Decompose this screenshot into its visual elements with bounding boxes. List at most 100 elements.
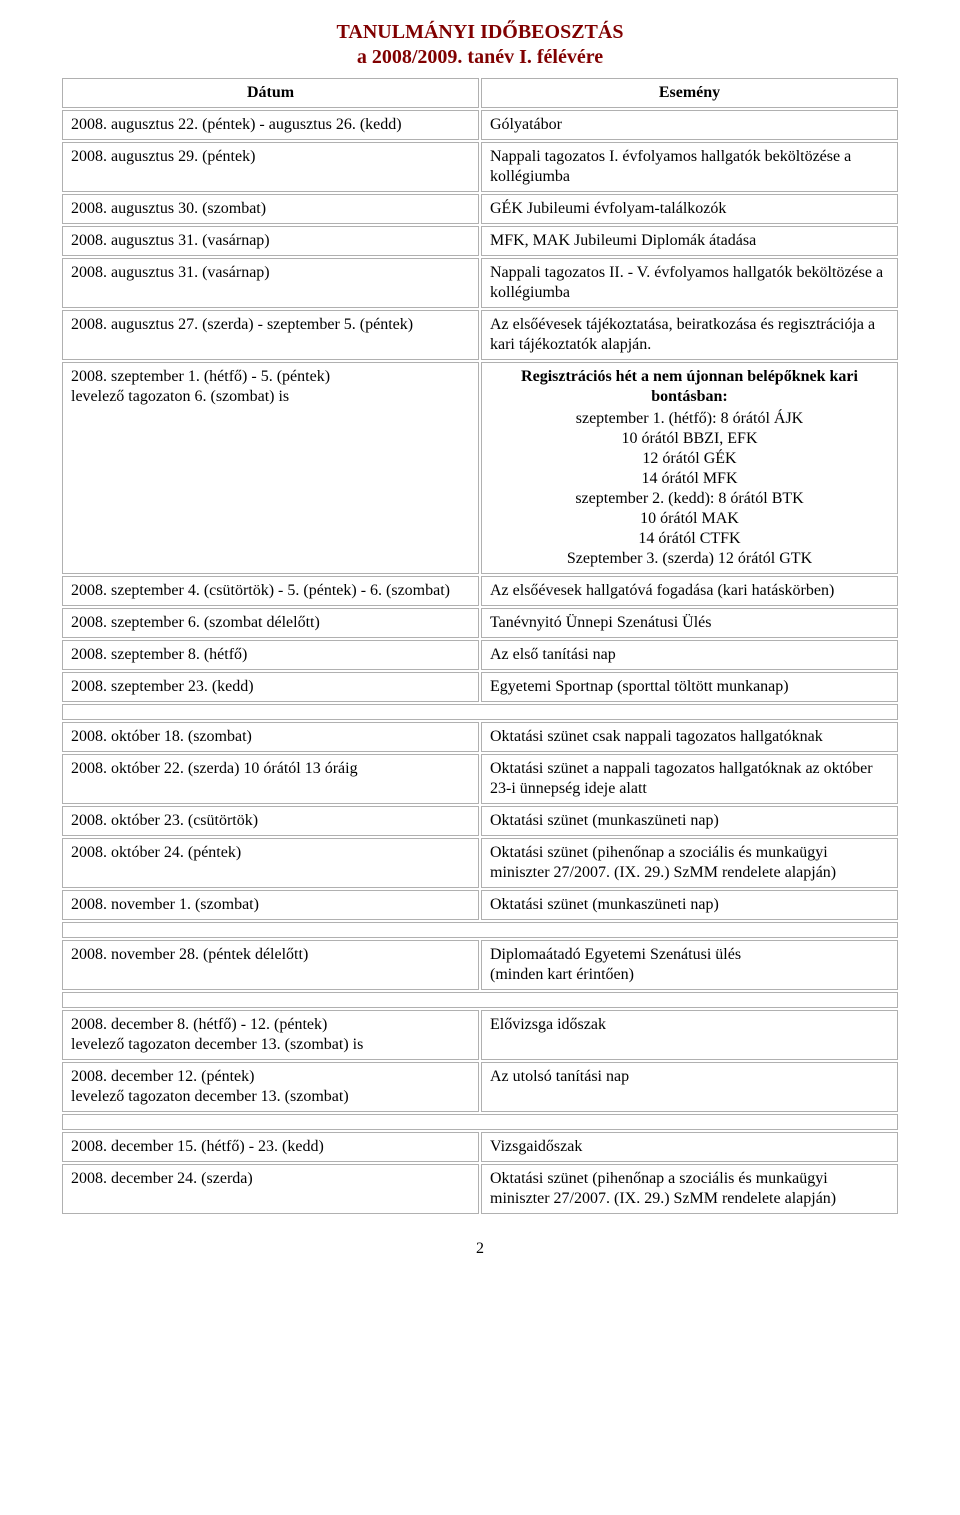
date-line: 2008. szeptember 23. (kedd)	[71, 677, 470, 697]
date-cell: 2008. augusztus 22. (péntek) - augusztus…	[62, 110, 479, 140]
date-cell: 2008. augusztus 29. (péntek)	[62, 142, 479, 192]
date-cell: 2008. október 24. (péntek)	[62, 838, 479, 888]
header-date: Dátum	[62, 78, 479, 108]
table-row: 2008. október 24. (péntek) Oktatási szüne…	[62, 838, 898, 888]
table-row: 2008. október 22. (szerda) 10 órától 13 …	[62, 754, 898, 804]
event-line: Az első tanítási nap	[490, 645, 889, 665]
event-sub-line: 14 órától MFK	[490, 469, 889, 489]
table-row: 2008. október 18. (szombat) Oktatási szün…	[62, 722, 898, 752]
event-line: Tanévnyitó Ünnepi Szenátusi Ülés	[490, 613, 889, 633]
event-sub-line: 14 órától CTFK	[490, 529, 889, 549]
event-cell: Diplomaátadó Egyetemi Szenátusi ülés(min…	[481, 940, 898, 990]
table-row: 2008. augusztus 22. (péntek) - augusztus…	[62, 110, 898, 140]
event-line: Oktatási szünet (pihenőnap a szociális é…	[490, 843, 889, 883]
page: TANULMÁNYI IDŐBEOSZTÁS a 2008/2009. tané…	[30, 0, 930, 1298]
table-row: 2008. december 12. (péntek)levelező tago…	[62, 1062, 898, 1112]
event-cell: Oktatási szünet a nappali tagozatos hall…	[481, 754, 898, 804]
date-cell: 2008. december 24. (szerda)	[62, 1164, 479, 1214]
event-line: MFK, MAK Jubileumi Diplomák átadása	[490, 231, 889, 251]
table-row: 2008. december 8. (hétfő) - 12. (péntek)…	[62, 1010, 898, 1060]
event-line: Oktatási szünet csak nappali tagozatos h…	[490, 727, 889, 747]
event-cell: Vizsgaidőszak	[481, 1132, 898, 1162]
table-row: 2008. november 28. (péntek délelőtt) Dipl…	[62, 940, 898, 990]
event-cell: GÉK Jubileumi évfolyam-találkozók	[481, 194, 898, 224]
event-sub-line: szeptember 2. (kedd): 8 órától BTK	[490, 489, 889, 509]
table-header-row: Dátum Esemény	[62, 78, 898, 108]
schedule-table: Dátum Esemény 2008. augusztus 22. (pénte…	[60, 76, 900, 1216]
spacer-cell	[62, 922, 898, 938]
event-cell: Az első tanítási nap	[481, 640, 898, 670]
date-cell: 2008. december 12. (péntek)levelező tago…	[62, 1062, 479, 1112]
event-cell: Az utolsó tanítási nap	[481, 1062, 898, 1112]
table-row: 2008. szeptember 8. (hétfő) Az első tanít…	[62, 640, 898, 670]
table-row: 2008. szeptember 6. (szombat délelőtt)Ta…	[62, 608, 898, 638]
table-row: 2008. december 15. (hétfő) - 23. (kedd)V…	[62, 1132, 898, 1162]
event-cell: Az elsőévesek hallgatóvá fogadása (kari …	[481, 576, 898, 606]
title-line-1: TANULMÁNYI IDŐBEOSZTÁS	[60, 20, 900, 45]
event-sub-line: 10 órától BBZI, EFK	[490, 429, 889, 449]
event-line: Oktatási szünet (pihenőnap a szociális é…	[490, 1169, 889, 1209]
date-line: 2008. augusztus 31. (vasárnap)	[71, 231, 470, 251]
event-lines: Regisztrációs hét a nem újonnan belépőkn…	[490, 367, 889, 569]
spacer-cell	[62, 704, 898, 720]
event-line: Vizsgaidőszak	[490, 1137, 889, 1157]
date-cell: 2008. november 28. (péntek délelőtt)	[62, 940, 479, 990]
table-row: 2008. szeptember 1. (hétfő) - 5. (péntek…	[62, 362, 898, 574]
table-row: 2008. augusztus 29. (péntek)Nappali tago…	[62, 142, 898, 192]
page-number: 2	[60, 1240, 900, 1258]
spacer-cell	[62, 1114, 898, 1130]
date-line: 2008. október 18. (szombat)	[71, 727, 470, 747]
event-line: (minden kart érintően)	[490, 965, 889, 985]
event-line: Diplomaátadó Egyetemi Szenátusi ülés	[490, 945, 889, 965]
event-cell: Oktatási szünet (munkaszüneti nap)	[481, 890, 898, 920]
date-cell: 2008. augusztus 27. (szerda) - szeptembe…	[62, 310, 479, 360]
date-cell: 2008. szeptember 8. (hétfő)	[62, 640, 479, 670]
event-cell: MFK, MAK Jubileumi Diplomák átadása	[481, 226, 898, 256]
title-line-2: a 2008/2009. tanév I. félévére	[60, 45, 900, 70]
table-row: 2008. szeptember 4. (csütörtök) - 5. (pé…	[62, 576, 898, 606]
event-cell: Oktatási szünet (munkaszüneti nap)	[481, 806, 898, 836]
date-line: levelező tagozaton december 13. (szombat…	[71, 1087, 470, 1107]
event-heading: Regisztrációs hét a nem újonnan belépőkn…	[490, 367, 889, 407]
event-cell: Regisztrációs hét a nem újonnan belépőkn…	[481, 362, 898, 574]
event-cell: Gólyatábor	[481, 110, 898, 140]
event-cell: Egyetemi Sportnap (sporttal töltött munk…	[481, 672, 898, 702]
date-cell: 2008. szeptember 23. (kedd)	[62, 672, 479, 702]
event-cell: Oktatási szünet csak nappali tagozatos h…	[481, 722, 898, 752]
event-cell: Az elsőévesek tájékoztatása, beiratkozás…	[481, 310, 898, 360]
date-cell: 2008. november 1. (szombat)	[62, 890, 479, 920]
event-sub-line: 12 órától GÉK	[490, 449, 889, 469]
date-line: levelező tagozaton 6. (szombat) is	[71, 387, 470, 407]
spacer-cell	[62, 992, 898, 1008]
date-line: 2008. október 23. (csütörtök)	[71, 811, 470, 831]
event-cell: Oktatási szünet (pihenőnap a szociális é…	[481, 1164, 898, 1214]
table-row: 2008. október 23. (csütörtök) Oktatási sz…	[62, 806, 898, 836]
date-cell: 2008. augusztus 30. (szombat)	[62, 194, 479, 224]
date-line: 2008. augusztus 31. (vasárnap)	[71, 263, 470, 283]
event-sub-line: 10 órától MAK	[490, 509, 889, 529]
date-line: 2008. szeptember 4. (csütörtök) - 5. (pé…	[71, 581, 470, 601]
event-line: Az elsőévesek hallgatóvá fogadása (kari …	[490, 581, 889, 601]
date-line: 2008. november 28. (péntek délelőtt)	[71, 945, 470, 965]
event-line: Elővizsga időszak	[490, 1015, 889, 1035]
event-cell: Nappali tagozatos I. évfolyamos hallgató…	[481, 142, 898, 192]
event-line: Az utolsó tanítási nap	[490, 1067, 889, 1087]
event-line: Oktatási szünet (munkaszüneti nap)	[490, 895, 889, 915]
date-line: 2008. december 12. (péntek)	[71, 1067, 470, 1087]
header-event: Esemény	[481, 78, 898, 108]
date-line: 2008. december 24. (szerda)	[71, 1169, 470, 1189]
table-body: 2008. augusztus 22. (péntek) - augusztus…	[62, 110, 898, 1214]
event-sub-line: szeptember 1. (hétfő): 8 órától ÁJK	[490, 409, 889, 429]
date-line: 2008. november 1. (szombat)	[71, 895, 470, 915]
title-block: TANULMÁNYI IDŐBEOSZTÁS a 2008/2009. tané…	[60, 20, 900, 70]
date-line: 2008. december 8. (hétfő) - 12. (péntek)	[71, 1015, 470, 1035]
date-cell: 2008. október 22. (szerda) 10 órától 13 …	[62, 754, 479, 804]
table-row: 2008. november 1. (szombat) Oktatási szün…	[62, 890, 898, 920]
table-row	[62, 1114, 898, 1130]
date-line: levelező tagozaton december 13. (szombat…	[71, 1035, 470, 1055]
date-line: 2008. augusztus 30. (szombat)	[71, 199, 470, 219]
event-line: Oktatási szünet (munkaszüneti nap)	[490, 811, 889, 831]
table-row	[62, 704, 898, 720]
event-cell: Elővizsga időszak	[481, 1010, 898, 1060]
date-cell: 2008. december 8. (hétfő) - 12. (péntek)…	[62, 1010, 479, 1060]
